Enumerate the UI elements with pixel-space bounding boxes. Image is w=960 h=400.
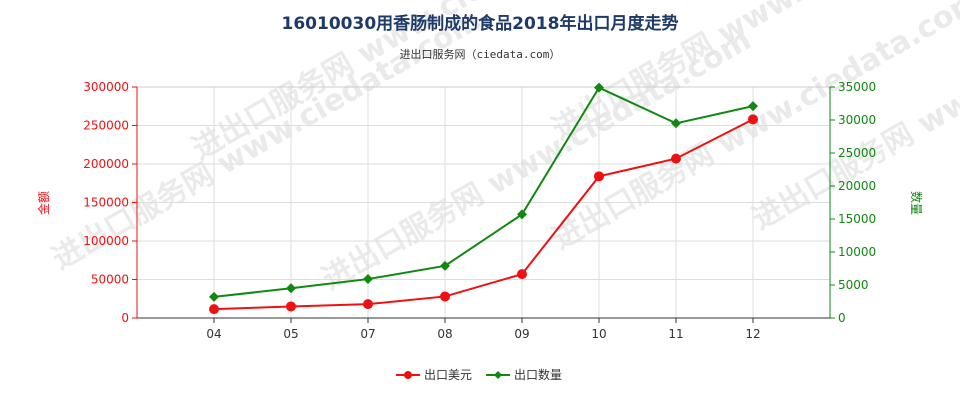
left-axis-tick-label: 100000 — [83, 234, 129, 248]
x-axis-tick-label: 09 — [514, 327, 529, 341]
right-axis-title: 数量 — [909, 191, 924, 215]
data-point-export-usd — [363, 299, 373, 310]
x-axis-tick-label: 11 — [668, 327, 683, 341]
right-axis-tick-label: 35000 — [838, 80, 876, 94]
x-axis-tick-label: 05 — [283, 327, 298, 341]
right-axis-tick-label: 0 — [838, 311, 846, 325]
data-point-export-usd — [594, 171, 604, 182]
legend-marker-diamond — [494, 371, 502, 379]
left-axis-title: 金额 — [36, 191, 51, 215]
data-point-export-usd — [671, 153, 681, 164]
series-line-export-usd — [213, 118, 754, 311]
data-point-export-usd — [440, 291, 450, 302]
legend-label: 出口数量 — [514, 367, 562, 382]
data-point-export-usd — [748, 114, 758, 125]
right-axis-tick-label: 5000 — [838, 278, 869, 292]
data-point-export-quantity — [440, 260, 450, 271]
data-point-export-quantity — [594, 82, 604, 93]
left-axis-tick-label: 0 — [121, 311, 129, 325]
data-point-export-quantity — [209, 291, 219, 302]
legend-marker-circle — [404, 371, 412, 379]
right-axis-tick-label: 20000 — [838, 179, 876, 193]
chart-title: 16010030用香肠制成的食品2018年出口月度走势 — [282, 13, 679, 34]
left-axis-tick-label: 50000 — [91, 273, 129, 287]
left-axis-tick-label: 150000 — [83, 196, 129, 210]
data-point-export-quantity — [748, 101, 758, 112]
data-point-export-quantity — [671, 118, 681, 129]
legend[interactable]: 出口美元 出口数量 — [396, 367, 562, 382]
data-point-export-usd — [209, 304, 219, 315]
right-axis-tick-label: 25000 — [838, 146, 876, 160]
right-axis-tick-label: 10000 — [838, 245, 876, 259]
left-axis-tick-label: 200000 — [83, 157, 129, 171]
series-line-export-quantity — [213, 86, 754, 298]
right-axis-tick-label: 15000 — [838, 212, 876, 226]
data-point-export-usd — [517, 269, 527, 280]
x-axis-tick-label: 10 — [591, 327, 606, 341]
x-axis-tick-label: 04 — [206, 327, 221, 341]
right-axis-tick-label: 30000 — [838, 113, 876, 127]
data-point-export-usd — [286, 301, 296, 312]
left-axis-tick-label: 250000 — [83, 119, 129, 133]
series-layer — [209, 82, 758, 315]
x-axis-tick-label: 12 — [745, 327, 760, 341]
left-axis-tick-label: 300000 — [83, 80, 129, 94]
data-point-export-quantity — [363, 274, 373, 285]
x-axis-tick-label: 08 — [437, 327, 452, 341]
data-point-export-quantity — [517, 209, 527, 220]
chart-subtitle: 进出口服务网（ciedata.com） — [400, 47, 561, 61]
axes: 050000100000150000200000250000300000金额05… — [36, 80, 924, 341]
x-axis-tick-label: 07 — [360, 327, 375, 341]
data-point-export-quantity — [286, 283, 296, 294]
legend-label: 出口美元 — [424, 368, 472, 382]
